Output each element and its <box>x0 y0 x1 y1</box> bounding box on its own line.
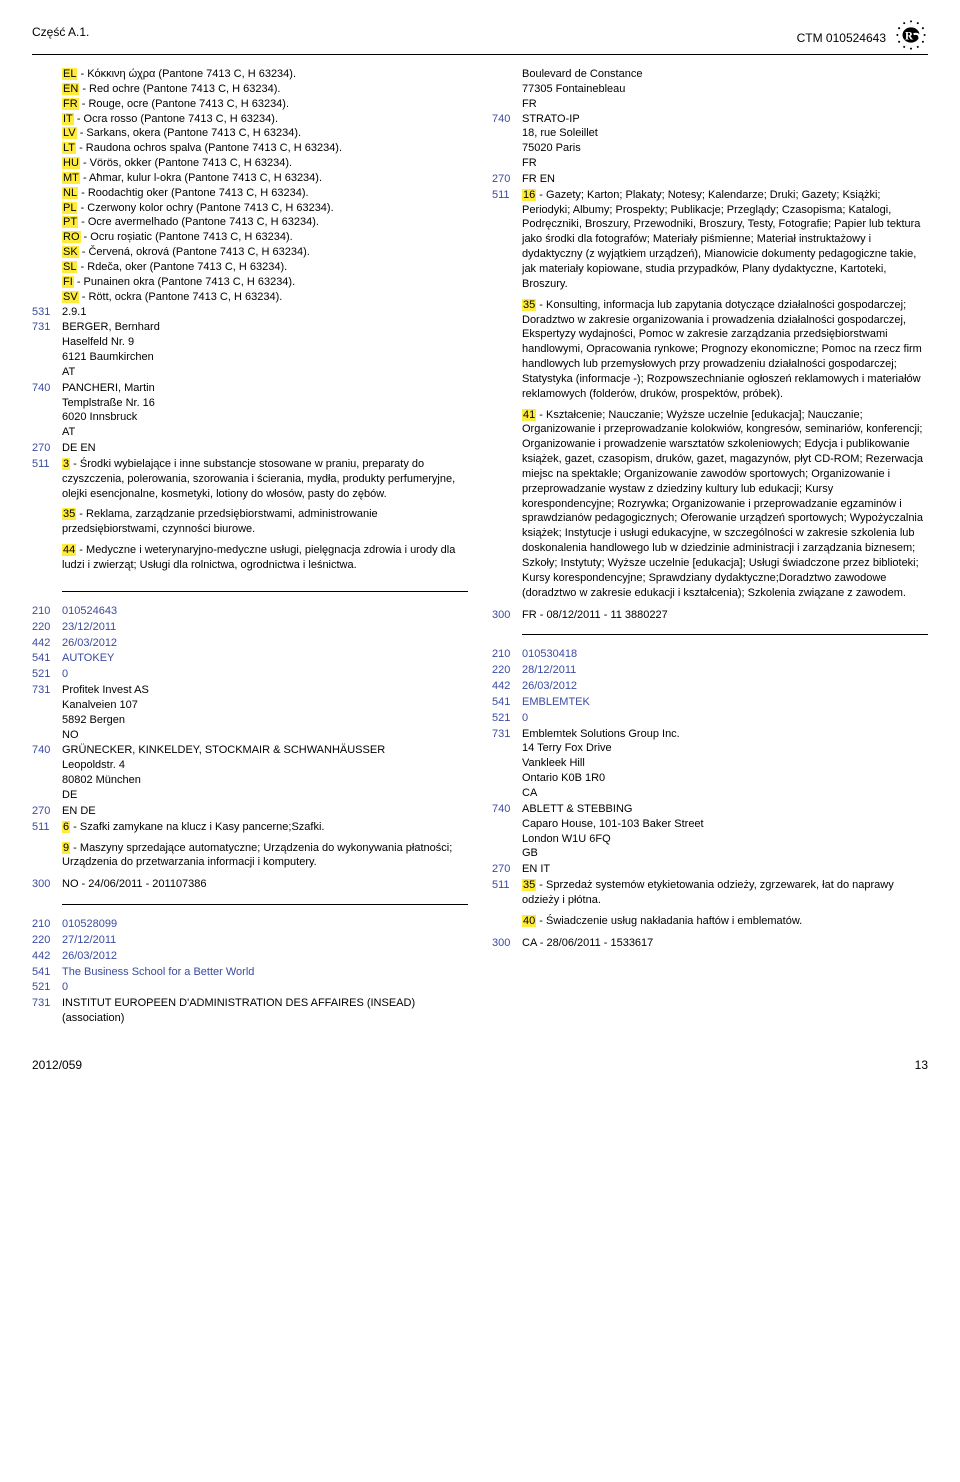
val-r731b: Emblemtek Solutions Group Inc.14 Terry F… <box>522 727 928 801</box>
row-270a: 270 DE EN <box>32 441 468 456</box>
divider <box>522 634 928 635</box>
pantone-list: EL - Κόκκινη ώχρα (Pantone 7413 C, H 632… <box>62 67 468 305</box>
svg-text:R: R <box>905 30 914 42</box>
row-r300: 300FR - 08/12/2011 - 11 3880227 <box>492 608 928 623</box>
row-521c: 5210 <box>32 980 468 995</box>
row-300b: 300NO - 24/06/2011 - 201107386 <box>32 877 468 892</box>
val-270b: EN DE <box>62 804 468 819</box>
val-740a: PANCHERI, MartinTemplstraße Nr. 166020 I… <box>62 381 468 440</box>
header-ctm: CTM 010524643 <box>797 30 886 46</box>
row-r220b: 22028/12/2011 <box>492 663 928 678</box>
row-210b: 210010524643 <box>32 604 468 619</box>
row-r270b: 270EN IT <box>492 862 928 877</box>
val-731a: BERGER, BernhardHaselfeld Nr. 96121 Baum… <box>62 320 468 379</box>
val-541c: The Business School for a Better World <box>62 965 468 980</box>
row-531: 531 2.9.1 <box>32 305 468 320</box>
val-531: 2.9.1 <box>62 305 468 320</box>
row-r740b: 740ABLETT & STEBBINGCaparo House, 101-10… <box>492 802 928 861</box>
row-740b: 740GRÜNECKER, KINKELDEY, STOCKMAIR & SCH… <box>32 743 468 802</box>
row-731c: 731INSTITUT EUROPEEN D'ADMINISTRATION DE… <box>32 996 468 1026</box>
val-r210b: 010530418 <box>522 647 928 662</box>
page-header: Część A.1. CTM 010524643 R <box>32 24 928 55</box>
footer-left: 2012/059 <box>32 1057 82 1073</box>
eu-logo-icon: R <box>894 18 928 52</box>
val-r300: FR - 08/12/2011 - 11 3880227 <box>522 608 928 623</box>
val-r270b: EN IT <box>522 862 928 877</box>
val-r740: STRATO-IP18, rue Soleillet75020 ParisFR <box>522 112 928 171</box>
left-column: EL - Κόκκινη ώχρα (Pantone 7413 C, H 632… <box>32 67 468 1027</box>
val-r300b: CA - 28/06/2011 - 1533617 <box>522 936 928 951</box>
row-270b: 270EN DE <box>32 804 468 819</box>
val-300b: NO - 24/06/2011 - 201107386 <box>62 877 468 892</box>
val-511a: 3 - Środki wybielające i inne substancje… <box>62 457 468 579</box>
row-442c: 44226/03/2012 <box>32 949 468 964</box>
val-270a: DE EN <box>62 441 468 456</box>
divider <box>62 591 468 592</box>
val-521c: 0 <box>62 980 468 995</box>
val-442c: 26/03/2012 <box>62 949 468 964</box>
header-left: Część A.1. <box>32 24 89 40</box>
val-731c: INSTITUT EUROPEEN D'ADMINISTRATION DES A… <box>62 996 468 1026</box>
val-r541b: EMBLEMTEK <box>522 695 928 710</box>
row-541b: 541AUTOKEY <box>32 651 468 666</box>
val-731b: Profitek Invest ASKanalveien 1075892 Ber… <box>62 683 468 742</box>
row-r270: 270FR EN <box>492 172 928 187</box>
val-541b: AUTOKEY <box>62 651 468 666</box>
row-r731b: 731Emblemtek Solutions Group Inc.14 Terr… <box>492 727 928 801</box>
val-r511b: 35 - Sprzedaż systemów etykietowania odz… <box>522 878 928 935</box>
row-r210b: 210010530418 <box>492 647 928 662</box>
code-511a: 511 <box>32 457 62 579</box>
code-531: 531 <box>32 305 62 320</box>
row-r521b: 5210 <box>492 711 928 726</box>
row-r442b: 44226/03/2012 <box>492 679 928 694</box>
code-270a: 270 <box>32 441 62 456</box>
val-r270: FR EN <box>522 172 928 187</box>
row-220c: 22027/12/2011 <box>32 933 468 948</box>
row-740a: 740 PANCHERI, MartinTemplstraße Nr. 1660… <box>32 381 468 440</box>
top-address: Boulevard de Constance77305 Fontaineblea… <box>522 67 928 112</box>
val-740b: GRÜNECKER, KINKELDEY, STOCKMAIR & SCHWAN… <box>62 743 468 802</box>
val-210c: 010528099 <box>62 917 468 932</box>
row-210c: 210010528099 <box>32 917 468 932</box>
right-column: Boulevard de Constance77305 Fontaineblea… <box>492 67 928 1027</box>
val-511b: 6 - Szafki zamykane na klucz i Kasy panc… <box>62 820 468 877</box>
val-442b: 26/03/2012 <box>62 636 468 651</box>
main-columns: EL - Κόκκινη ώχρα (Pantone 7413 C, H 632… <box>32 67 928 1027</box>
footer-right: 13 <box>915 1057 928 1073</box>
val-r442b: 26/03/2012 <box>522 679 928 694</box>
code-731a: 731 <box>32 320 62 379</box>
row-541c: 541The Business School for a Better Worl… <box>32 965 468 980</box>
header-right: CTM 010524643 R <box>797 24 928 52</box>
row-511b: 5116 - Szafki zamykane na klucz i Kasy p… <box>32 820 468 877</box>
val-220b: 23/12/2011 <box>62 620 468 635</box>
row-r511b: 51135 - Sprzedaż systemów etykietowania … <box>492 878 928 935</box>
code-740a: 740 <box>32 381 62 440</box>
row-731b: 731Profitek Invest ASKanalveien 1075892 … <box>32 683 468 742</box>
row-731a: 731 BERGER, BernhardHaselfeld Nr. 96121 … <box>32 320 468 379</box>
val-210b: 010524643 <box>62 604 468 619</box>
val-r220b: 28/12/2011 <box>522 663 928 678</box>
row-r740: 740STRATO-IP18, rue Soleillet75020 Paris… <box>492 112 928 171</box>
row-r300b: 300CA - 28/06/2011 - 1533617 <box>492 936 928 951</box>
val-521b: 0 <box>62 667 468 682</box>
page-footer: 2012/059 13 <box>32 1057 928 1073</box>
row-442b: 44226/03/2012 <box>32 636 468 651</box>
row-r541b: 541EMBLEMTEK <box>492 695 928 710</box>
divider <box>62 904 468 905</box>
row-521b: 5210 <box>32 667 468 682</box>
val-220c: 27/12/2011 <box>62 933 468 948</box>
row-511a: 511 3 - Środki wybielające i inne substa… <box>32 457 468 579</box>
val-r511: 16 - Gazety; Karton; Plakaty; Notesy; Ka… <box>522 188 928 607</box>
row-220b: 22023/12/2011 <box>32 620 468 635</box>
val-r521b: 0 <box>522 711 928 726</box>
row-r511: 51116 - Gazety; Karton; Plakaty; Notesy;… <box>492 188 928 607</box>
val-r740b: ABLETT & STEBBINGCaparo House, 101-103 B… <box>522 802 928 861</box>
